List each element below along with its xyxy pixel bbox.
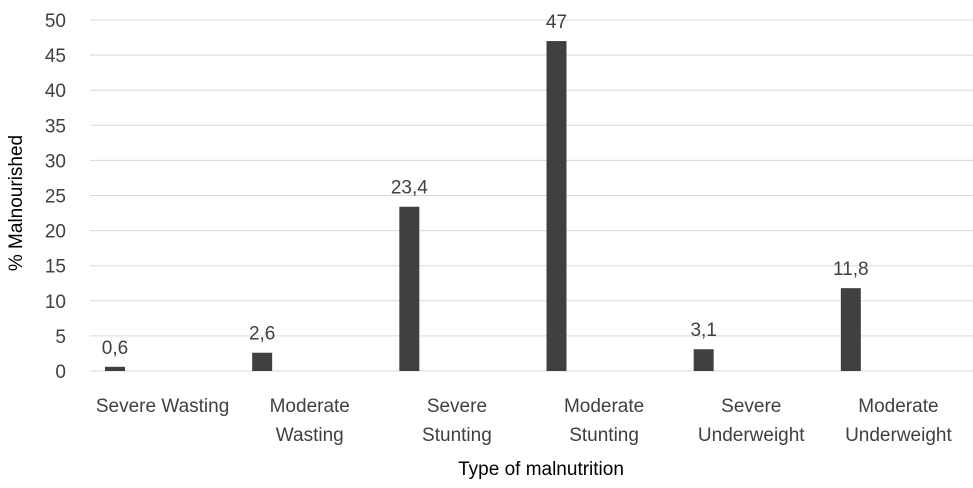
data-label: 0,6 — [102, 338, 128, 359]
data-label: 23,4 — [391, 178, 428, 199]
data-labels: 0,6 2,6 23,4 47 3,1 11,8 — [102, 12, 869, 359]
category-label: Severe Underweight — [698, 396, 805, 446]
gridlines — [90, 19, 973, 372]
bar — [840, 288, 861, 371]
y-tick-label: 45 — [45, 46, 66, 67]
bar — [399, 206, 420, 371]
y-tick-label: 30 — [45, 151, 66, 172]
data-label: 3,1 — [690, 320, 716, 341]
category-label: Severe Wasting — [96, 396, 229, 417]
y-tick-label: 0 — [55, 362, 66, 383]
category-label: Moderate Underweight — [845, 396, 952, 446]
y-tick-label: 25 — [45, 187, 66, 208]
y-axis-ticks: 0 5 10 15 20 25 30 35 40 45 50 — [45, 11, 66, 383]
bar — [546, 41, 567, 372]
y-tick-label: 50 — [45, 11, 66, 32]
category-label: Severe Stunting — [422, 396, 492, 446]
category-labels: Severe Wasting Moderate Wasting Severe Stunt… — [96, 396, 953, 446]
category-label: Moderate Stunting — [564, 396, 644, 446]
y-axis-title: % Malnourished — [6, 135, 27, 271]
y-tick-label: 5 — [55, 327, 66, 348]
bar — [105, 366, 125, 371]
data-label: 2,6 — [249, 324, 275, 345]
y-tick-label: 20 — [45, 222, 66, 243]
category-label: Moderate Wasting — [270, 396, 350, 446]
data-label: 47 — [546, 12, 567, 33]
y-tick-label: 10 — [45, 292, 66, 313]
x-axis-title: Type of malnutrition — [458, 459, 624, 480]
bar — [252, 352, 273, 371]
y-tick-label: 35 — [45, 116, 66, 137]
bars — [105, 41, 861, 372]
y-tick-label: 40 — [45, 81, 66, 102]
y-tick-label: 15 — [45, 257, 66, 278]
data-label: 11,8 — [833, 259, 869, 280]
bar — [693, 349, 714, 371]
